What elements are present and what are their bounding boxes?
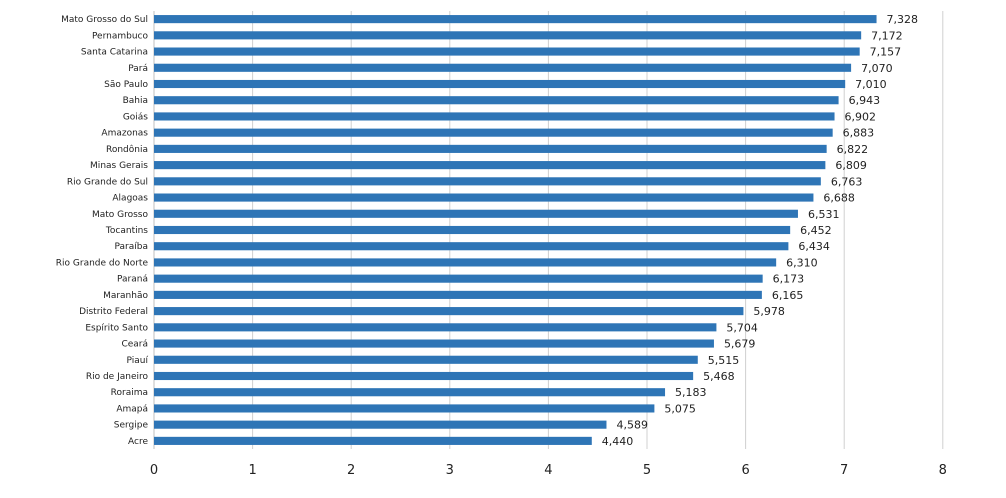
category-label: Paraíba <box>115 242 148 252</box>
bar <box>154 355 698 364</box>
x-tick-label: 4 <box>544 463 552 478</box>
bar <box>154 144 827 153</box>
bar <box>154 31 862 40</box>
value-label: 7,172 <box>871 29 903 42</box>
bar <box>154 225 791 235</box>
category-label: Ceará <box>121 340 148 350</box>
value-label: 6,809 <box>835 159 867 172</box>
category-label: Mato Grosso <box>92 210 149 220</box>
bar <box>154 388 666 397</box>
value-label: 6,943 <box>849 94 881 107</box>
category-label: Pará <box>128 64 148 74</box>
bar <box>154 15 877 24</box>
value-label: 6,688 <box>823 192 855 205</box>
bar <box>154 371 694 381</box>
category-label: Piauí <box>127 356 149 366</box>
category-label: Espírito Santo <box>85 323 148 333</box>
value-labels: 7,328 7,172 7,157 7,070 7,010 6,943 6,902 6,883… <box>602 13 918 448</box>
bar <box>154 112 835 121</box>
category-label: Rio Grande do Sul <box>67 177 148 187</box>
x-tick-label: 0 <box>150 463 158 478</box>
value-label: 7,070 <box>861 62 893 75</box>
x-tick-label: 8 <box>939 463 947 478</box>
value-label: 6,763 <box>831 175 863 188</box>
value-label: 6,452 <box>800 224 832 237</box>
category-label: Tocantins <box>105 226 148 236</box>
category-label: Rondônia <box>106 144 148 155</box>
bar <box>154 420 607 429</box>
value-label: 6,434 <box>798 240 830 253</box>
bar <box>154 79 846 89</box>
category-label: Paraná <box>117 275 148 285</box>
bar <box>154 436 592 445</box>
category-label: Goiás <box>123 112 148 122</box>
category-label: Acre <box>128 437 148 447</box>
x-tick-label: 2 <box>347 463 355 478</box>
bar <box>154 258 777 267</box>
value-label: 6,531 <box>808 208 840 221</box>
bar <box>154 209 798 218</box>
bar <box>154 323 717 332</box>
category-label: Rio Grande do Norte <box>56 258 149 268</box>
value-label: 5,704 <box>726 321 758 334</box>
category-label: Mato Grosso do Sul <box>61 15 148 25</box>
category-label: Rio de Janeiro <box>86 372 149 382</box>
category-label: Minas Gerais <box>90 161 148 171</box>
x-tick-label: 1 <box>248 463 256 478</box>
category-label: Distrito Federal <box>79 307 148 317</box>
category-label: São Paulo <box>104 80 148 90</box>
category-label: Bahia <box>123 96 148 106</box>
category-label: Amapá <box>116 404 148 414</box>
x-tick-label: 5 <box>643 463 651 478</box>
bar <box>154 63 852 72</box>
x-axis-ticks: 0 1 2 3 4 5 6 7 8 <box>150 463 947 478</box>
bar <box>154 193 814 202</box>
category-label: Roraima <box>111 388 148 398</box>
bar <box>154 242 789 251</box>
bar <box>154 274 763 283</box>
value-label: 5,468 <box>703 370 735 383</box>
value-label: 6,822 <box>837 143 869 156</box>
value-label: 5,183 <box>675 386 707 399</box>
value-label: 6,883 <box>843 127 875 140</box>
bar <box>154 290 762 299</box>
value-label: 6,310 <box>786 256 818 269</box>
value-label: 4,440 <box>602 435 634 448</box>
category-labels: Mato Grosso do Sul Pernambuco Santa Catari… <box>56 15 149 447</box>
value-label: 7,010 <box>855 78 887 91</box>
x-tick-label: 6 <box>741 463 749 478</box>
bar <box>154 128 833 137</box>
value-label: 5,515 <box>708 354 740 367</box>
category-label: Pernambuco <box>92 31 149 41</box>
value-label: 7,328 <box>887 13 919 26</box>
x-tick-label: 3 <box>446 463 454 478</box>
category-label: Santa Catarina <box>81 48 148 58</box>
bars <box>154 15 877 445</box>
value-label: 4,589 <box>616 419 648 432</box>
bar <box>154 339 714 348</box>
category-label: Maranhão <box>103 291 148 301</box>
bar <box>154 307 744 316</box>
x-tick-label: 7 <box>840 463 848 478</box>
bar <box>154 177 821 186</box>
category-label: Amazonas <box>101 129 148 139</box>
bar <box>154 47 860 56</box>
value-label: 6,165 <box>772 289 804 302</box>
value-label: 6,173 <box>773 273 805 286</box>
category-label: Sergipe <box>114 421 149 431</box>
value-label: 5,978 <box>753 305 785 318</box>
category-label: Alagoas <box>112 194 148 204</box>
bar <box>154 161 826 170</box>
bar <box>154 404 655 413</box>
value-label: 7,157 <box>870 46 902 59</box>
bar <box>154 96 839 105</box>
value-label: 5,075 <box>664 402 696 415</box>
value-label: 6,902 <box>845 110 877 123</box>
value-label: 5,679 <box>724 338 756 351</box>
